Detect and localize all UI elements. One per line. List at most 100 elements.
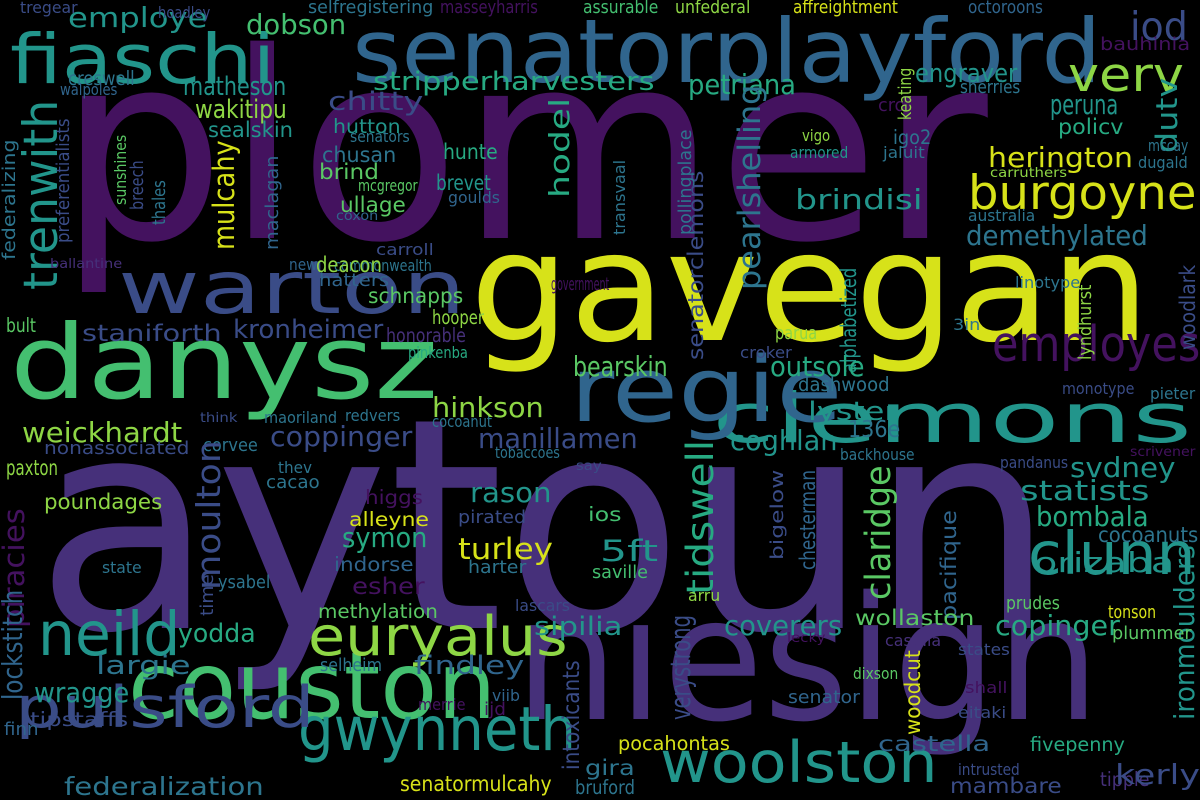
- word: 3in: [953, 315, 981, 334]
- word: danysz: [10, 303, 439, 423]
- word: time: [198, 574, 218, 616]
- word: petriana: [688, 70, 796, 101]
- word: lockstitch: [0, 589, 29, 700]
- word: sealskin: [208, 118, 294, 143]
- word: selfregistering: [308, 0, 434, 18]
- word: octoroons: [968, 0, 1043, 18]
- word: intrusted: [958, 760, 1020, 779]
- word: arru: [688, 586, 721, 605]
- word: svdney: [1070, 453, 1176, 484]
- word: preferentialists: [54, 118, 74, 243]
- word: walpoles: [60, 80, 118, 99]
- word: carroll: [376, 240, 434, 259]
- word: chesterman: [796, 469, 821, 570]
- word: pearlshelling: [732, 84, 768, 290]
- word: fiaschi: [10, 20, 276, 100]
- word: shall: [965, 678, 1008, 697]
- word: stripperharvesters: [373, 67, 655, 97]
- word: say: [576, 458, 602, 474]
- word: redvers: [345, 406, 401, 425]
- word: niesigh: [515, 561, 1100, 760]
- word: cocoanuts: [1098, 523, 1199, 548]
- word: gavegan: [470, 199, 1150, 376]
- word: peruna: [1050, 90, 1119, 121]
- word: cacao: [266, 473, 320, 493]
- word: hodel: [545, 97, 576, 198]
- word: largie: [96, 651, 191, 681]
- word: lascars: [515, 596, 570, 615]
- word: finn: [4, 720, 39, 740]
- word: lecky: [787, 630, 826, 646]
- word: croft: [878, 96, 919, 116]
- word: honorable: [386, 324, 466, 347]
- word: unfederal: [675, 0, 751, 18]
- word: claridge: [859, 465, 899, 600]
- word: esher: [352, 572, 425, 600]
- word: ysabel: [218, 573, 271, 593]
- word: wollaston: [855, 606, 975, 631]
- word: iod: [1130, 5, 1188, 50]
- word: ullage: [340, 193, 406, 218]
- word: deacon: [316, 253, 382, 278]
- word: goulds: [448, 188, 500, 207]
- word: thev: [278, 458, 312, 477]
- word: bauhinia: [1100, 35, 1191, 55]
- word: ballantine: [50, 256, 123, 272]
- word: policv: [1058, 115, 1124, 140]
- word: transvaal: [610, 159, 629, 235]
- word: 5ft: [600, 534, 659, 568]
- word: prudes: [1006, 594, 1060, 614]
- word: alleyne: [349, 508, 430, 531]
- word: carruthers: [990, 165, 1067, 181]
- word: pollingplace: [676, 129, 696, 235]
- word: tregear: [20, 0, 78, 17]
- word: castella: [878, 732, 991, 757]
- word: pinkenba: [408, 343, 468, 362]
- word: pieter: [1150, 384, 1196, 403]
- word: gira: [585, 756, 635, 781]
- word: bruford: [575, 776, 635, 799]
- word: merrie: [418, 695, 466, 714]
- word: demethylated: [966, 221, 1148, 252]
- word: tobaccoes: [495, 443, 560, 462]
- word: poundages: [44, 490, 163, 515]
- word: clemons: [712, 379, 1193, 459]
- word: schnapps: [368, 284, 464, 309]
- word: states: [958, 640, 1010, 659]
- word: paxton: [6, 456, 58, 481]
- word: sunshines: [111, 134, 130, 205]
- word: plomer: [58, 0, 988, 300]
- word: aytoun: [35, 356, 1056, 698]
- word: senators: [350, 127, 410, 146]
- word: castilla: [885, 631, 942, 650]
- word: hinkson: [432, 393, 544, 424]
- word: coppinger: [270, 422, 413, 453]
- word: igo2: [893, 126, 932, 149]
- word: coghlan: [730, 426, 838, 457]
- word: thales: [150, 180, 170, 225]
- word: 136e: [848, 415, 901, 443]
- word: senator: [788, 688, 860, 708]
- word: bombala: [1036, 502, 1149, 533]
- word: keating: [896, 67, 916, 120]
- word: commonwealth: [334, 256, 432, 275]
- word: lyster: [808, 397, 898, 427]
- word: pulsford: [15, 675, 315, 741]
- word: higgs: [365, 486, 423, 509]
- word: coxon: [336, 208, 379, 224]
- word: chitty: [328, 87, 424, 117]
- word: employes: [992, 316, 1200, 373]
- word: maclagan: [263, 155, 283, 250]
- word: vigo: [802, 126, 831, 145]
- word: dixson: [853, 664, 899, 683]
- word: engraver: [915, 59, 1018, 89]
- word: monotype: [1062, 379, 1135, 398]
- word: nonassociated: [44, 439, 190, 459]
- word: bigelow: [768, 469, 788, 560]
- word: neild: [38, 600, 181, 670]
- word: mccay: [1148, 136, 1189, 155]
- word: brind: [319, 160, 379, 185]
- word: staniforth: [82, 319, 222, 347]
- word: rason: [470, 478, 552, 509]
